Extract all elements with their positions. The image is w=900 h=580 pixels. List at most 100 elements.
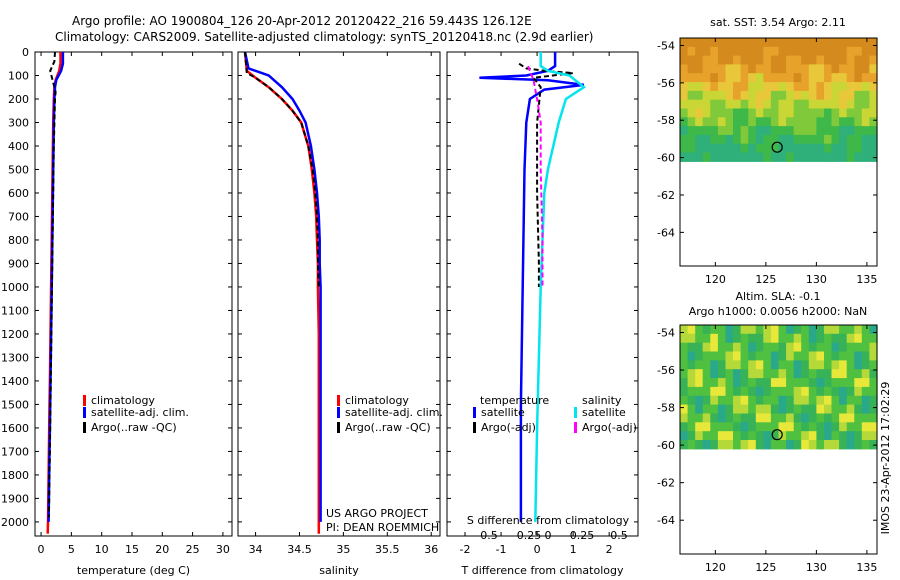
map-cell xyxy=(846,325,855,335)
map-cell xyxy=(808,99,817,110)
map-cell xyxy=(763,38,772,48)
map-cell xyxy=(793,117,802,127)
legend-label: satellite xyxy=(582,406,626,419)
y-tick-label: 0 xyxy=(22,46,29,59)
map-cell xyxy=(839,378,848,388)
map-cell xyxy=(740,413,749,423)
y-tick-label: 1700 xyxy=(1,445,29,458)
map-cell xyxy=(831,333,840,344)
map-cell xyxy=(770,325,780,335)
map-cell xyxy=(854,369,863,379)
map-cell xyxy=(748,90,757,101)
map-cell xyxy=(680,431,689,441)
map-cell xyxy=(869,413,878,423)
map-cell xyxy=(846,342,855,353)
map-cell xyxy=(702,38,711,48)
legend-swatch xyxy=(473,407,476,418)
map-cell xyxy=(740,152,749,162)
map-cell xyxy=(869,55,878,65)
map-cell xyxy=(846,38,855,48)
map-cell xyxy=(831,342,840,353)
map-cell xyxy=(793,360,802,370)
map-cell xyxy=(816,333,825,344)
map-cell xyxy=(861,55,870,65)
x-tick-label: -2 xyxy=(460,543,471,556)
map-cell xyxy=(763,82,772,92)
map-cell xyxy=(770,73,780,83)
map-cell xyxy=(763,440,772,450)
map-cell xyxy=(733,325,742,335)
map-cell xyxy=(831,64,840,74)
map-cell xyxy=(846,333,855,344)
legend-swatch xyxy=(337,395,340,406)
map-cell xyxy=(733,99,742,110)
map-cell xyxy=(854,73,863,83)
map-cell xyxy=(824,422,833,432)
x-axis-label: temperature (deg C) xyxy=(77,564,190,577)
map-cell xyxy=(687,152,696,162)
map-cell xyxy=(778,90,787,101)
map-cell xyxy=(770,46,780,57)
map-cell xyxy=(793,342,802,353)
map-cell xyxy=(854,108,863,118)
map-cell xyxy=(763,99,772,110)
map-cell xyxy=(733,90,742,101)
map-cell xyxy=(702,73,711,83)
map-cell xyxy=(710,360,719,370)
map-cell xyxy=(778,73,787,83)
map-y-tick-label: -56 xyxy=(657,77,675,90)
map-cell xyxy=(786,386,795,397)
map-cell xyxy=(854,360,863,370)
map-cell xyxy=(733,404,742,414)
legend-label: climatology xyxy=(91,394,155,407)
legend-header: temperature xyxy=(480,394,549,407)
map-cell xyxy=(680,99,689,110)
map-cell xyxy=(740,82,749,92)
map-cell xyxy=(733,126,742,136)
map-cell xyxy=(702,369,711,379)
x-axis-label: salinity xyxy=(319,564,359,577)
map-cell xyxy=(687,55,696,65)
map-cell xyxy=(710,73,719,83)
map-title: Argo h1000: 0.0056 h2000: NaN xyxy=(689,305,868,318)
map-cell xyxy=(710,126,719,136)
map-cell xyxy=(755,369,764,379)
map-cell xyxy=(740,126,749,136)
map-cell xyxy=(702,55,711,65)
legend-label: satellite-adj. clim. xyxy=(91,406,189,419)
map-cell xyxy=(824,413,833,423)
map-cell xyxy=(786,404,795,414)
map-cell xyxy=(854,342,863,353)
map-x-tick-label: 135 xyxy=(856,561,877,574)
plot-frame-1 xyxy=(34,51,233,537)
map-cell xyxy=(770,395,780,406)
map-cell xyxy=(808,325,817,335)
plot-frame-3 xyxy=(446,51,639,537)
secondary-tick-label: -0.5 xyxy=(476,529,497,542)
map-cell xyxy=(733,333,742,344)
y-tick-label: 200 xyxy=(8,93,29,106)
map-cell xyxy=(748,134,757,145)
map-cell xyxy=(695,82,704,92)
map-cell xyxy=(861,333,870,344)
map-cell xyxy=(831,73,840,83)
map-cell xyxy=(786,360,795,370)
legend-label: satellite xyxy=(481,406,525,419)
map-cell xyxy=(793,413,802,423)
secondary-tick-label: 0 xyxy=(545,529,552,542)
map-cell xyxy=(763,325,772,335)
map-cell xyxy=(808,422,817,432)
map-cell xyxy=(816,325,825,335)
map-cell xyxy=(717,333,727,344)
map-cell xyxy=(839,152,848,162)
map-cell xyxy=(786,351,795,361)
map-cell xyxy=(687,117,696,127)
float-position-marker xyxy=(771,429,783,441)
map-x-tick-label: 135 xyxy=(856,273,877,286)
map-cell xyxy=(778,395,787,406)
map-cell xyxy=(801,404,810,414)
map-cell xyxy=(725,126,734,136)
legend-swatch xyxy=(83,395,86,406)
map-cell xyxy=(808,64,817,74)
y-tick-label: 1600 xyxy=(1,422,29,435)
